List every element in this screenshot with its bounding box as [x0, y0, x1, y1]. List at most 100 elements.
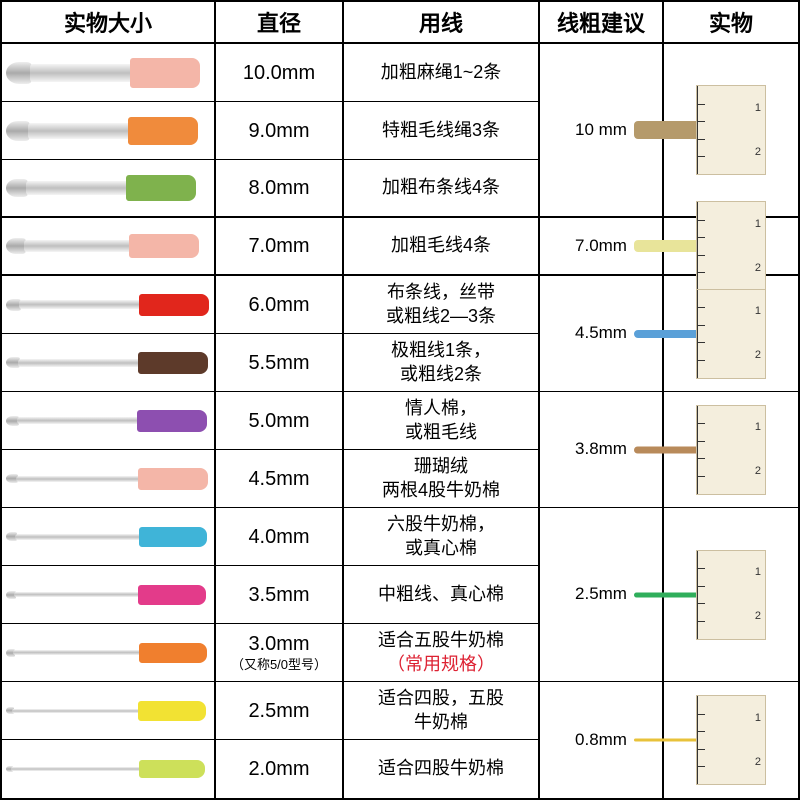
yarn-text: 六股牛奶棉， [387, 513, 495, 536]
crochet-hook-icon [6, 234, 199, 258]
ruler-number: 2 [755, 755, 761, 769]
diameter-value: 4.5mm [248, 466, 309, 492]
ruler-number: 1 [755, 101, 761, 115]
crochet-hook-icon [6, 117, 198, 145]
header-diameter: 直径 [216, 2, 342, 44]
diameter-cell: 5.0mm [216, 392, 342, 450]
diameter-cell: 4.5mm [216, 450, 342, 508]
yarn-cell: 珊瑚绒两根4股牛奶棉 [344, 450, 538, 508]
yarn-text: 布条线，丝带 [387, 281, 495, 304]
yarn-text: 适合五股牛奶棉 [378, 629, 504, 652]
ruler-number: 1 [755, 711, 761, 725]
ruler-number: 2 [755, 609, 761, 623]
ruler-icon: 12 [696, 695, 766, 785]
col-yarn: 用线 加粗麻绳1~2条特粗毛线绳3条加粗布条线4条加粗毛线4条布条线，丝带或粗线… [344, 2, 540, 798]
diameter-cell: 2.5mm [216, 682, 342, 740]
ruler-number: 2 [755, 464, 761, 478]
hook-image-row [2, 624, 214, 682]
yarn-cell: 加粗麻绳1~2条 [344, 44, 538, 102]
yarn-text: 或粗毛线 [405, 421, 477, 444]
col-sample: 实物 12 12 12 12 12 [664, 2, 798, 798]
yarn-text: 或粗线2—3条 [386, 305, 496, 328]
col-diameter: 直径 10.0mm 9.0mm 8.0mm 7.0mm 6.0mm 5.5mm 5.0mm 4… [216, 2, 344, 798]
col4-rows: 10 mm7.0mm4.5mm3.8mm2.5mm0.8mm [540, 44, 662, 798]
hook-image-row [2, 218, 214, 276]
sample-cell: 12 [664, 44, 798, 218]
col1-rows [2, 44, 214, 798]
suggestion-value: 0.8mm [575, 729, 627, 751]
size-chart-table: 实物大小 [0, 0, 800, 800]
yarn-text: 珊瑚绒 [414, 455, 468, 478]
ruler-icon: 12 [696, 85, 766, 175]
yarn-sample: 12 [664, 218, 798, 274]
suggestion-value: 3.8mm [575, 438, 627, 460]
diameter-cell: 7.0mm [216, 218, 342, 276]
yarn-cell: 极粗线1条，或粗线2条 [344, 334, 538, 392]
diameter-cell: 10.0mm [216, 44, 342, 102]
diameter-value: 5.5mm [248, 350, 309, 376]
yarn-text: 加粗麻绳1~2条 [381, 61, 502, 84]
ruler-number: 2 [755, 261, 761, 275]
diameter-cell: 3.0mm（又称5/0型号） [216, 624, 342, 682]
header-suggestion: 线粗建议 [540, 2, 662, 44]
yarn-text: 情人棉， [405, 397, 477, 420]
diameter-value: 3.0mm [248, 631, 309, 657]
hook-image-row [2, 682, 214, 740]
yarn-cell: 适合五股牛奶棉（常用规格） [344, 624, 538, 682]
crochet-hook-icon [6, 760, 205, 778]
hook-image-row [2, 44, 214, 102]
sample-cell: 12 [664, 276, 798, 392]
yarn-text: 加粗毛线4条 [391, 234, 491, 257]
hook-image-row [2, 740, 214, 798]
hook-image-row [2, 508, 214, 566]
crochet-hook-icon [6, 58, 200, 88]
diameter-value: 4.0mm [248, 524, 309, 550]
yarn-sample: 12 [664, 682, 798, 798]
yarn-cell: 适合四股，五股牛奶棉 [344, 682, 538, 740]
diameter-value: 7.0mm [248, 233, 309, 259]
diameter-value: 6.0mm [248, 292, 309, 318]
hook-image-row [2, 160, 214, 218]
header-yarn: 用线 [344, 2, 538, 44]
suggestion-value: 4.5mm [575, 322, 627, 344]
yarn-sample: 12 [664, 276, 798, 391]
yarn-cell: 情人棉，或粗毛线 [344, 392, 538, 450]
yarn-cell: 加粗毛线4条 [344, 218, 538, 276]
ruler-number: 1 [755, 217, 761, 231]
diameter-value: 8.0mm [248, 175, 309, 201]
yarn-cell: 特粗毛线绳3条 [344, 102, 538, 160]
hook-image-row [2, 566, 214, 624]
hook-image-row [2, 276, 214, 334]
yarn-cell: 适合四股牛奶棉 [344, 740, 538, 798]
col-actual-size: 实物大小 [2, 2, 216, 798]
crochet-hook-icon [6, 585, 206, 605]
sample-cell: 12 [664, 682, 798, 798]
suggestion-value: 7.0mm [575, 235, 627, 257]
crochet-hook-icon [6, 643, 207, 663]
hook-image-row [2, 392, 214, 450]
yarn-text: 适合四股牛奶棉 [378, 757, 504, 780]
diameter-cell: 6.0mm [216, 276, 342, 334]
diameter-cell: 5.5mm [216, 334, 342, 392]
yarn-text: 中粗线、真心棉 [378, 583, 504, 606]
sample-cell: 12 [664, 392, 798, 508]
sample-cell: 12 [664, 508, 798, 682]
ruler-icon: 12 [696, 405, 766, 495]
hook-image-row [2, 334, 214, 392]
yarn-text: 适合四股，五股 [378, 687, 504, 710]
crochet-hook-icon [6, 294, 209, 316]
sample-cell: 12 [664, 218, 798, 276]
diameter-cell: 2.0mm [216, 740, 342, 798]
ruler-number: 1 [755, 420, 761, 434]
diameter-value: 9.0mm [248, 118, 309, 144]
diameter-value: 5.0mm [248, 408, 309, 434]
col3-rows: 加粗麻绳1~2条特粗毛线绳3条加粗布条线4条加粗毛线4条布条线，丝带或粗线2—3… [344, 44, 538, 798]
ruler-icon: 12 [696, 550, 766, 640]
ruler-number: 2 [755, 348, 761, 362]
crochet-hook-icon [6, 175, 196, 201]
col5-rows: 12 12 12 12 12 [664, 44, 798, 798]
crochet-hook-icon [6, 527, 207, 547]
yarn-sample: 12 [664, 44, 798, 216]
ruler-number: 2 [755, 145, 761, 159]
yarn-text: 极粗线1条， [391, 339, 491, 362]
